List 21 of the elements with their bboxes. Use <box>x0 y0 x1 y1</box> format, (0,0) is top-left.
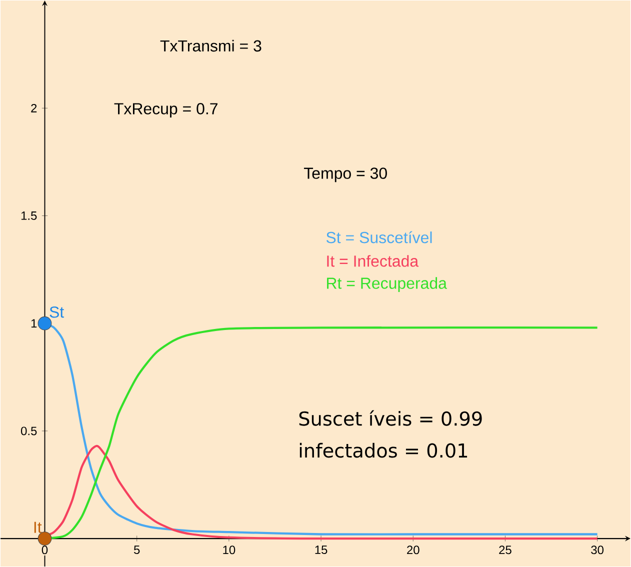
x-tick-label: 20 <box>407 546 420 554</box>
series-label: It <box>34 522 42 533</box>
y-tick-label: 1 <box>31 319 37 328</box>
text: It = Infectada <box>327 255 419 267</box>
x-tick-label: 0 <box>42 546 48 554</box>
x-tick-label: 30 <box>591 546 604 554</box>
annotation: TxTransmi = 3 <box>160 40 262 52</box>
text: St = Suscetível <box>326 231 432 244</box>
annotation: Suscet íveis = 0.99 <box>299 410 482 426</box>
y-tick-label: 0.5 <box>20 426 37 436</box>
text: Rt = Recuperada <box>327 277 447 292</box>
x-tick-label: 25 <box>499 546 512 554</box>
x-tick-label: 5 <box>134 546 140 554</box>
annotation: TxRecup = 0.7 <box>114 103 218 118</box>
y-tick-label: 1.5 <box>21 212 37 220</box>
annotation: Tempo = 30 <box>304 168 387 182</box>
x-tick-label: 10 <box>223 546 236 554</box>
y-tick-label: 2 <box>31 104 37 112</box>
x-tick-label: 15 <box>315 546 328 554</box>
annotation: infectados = 0.01 <box>300 442 468 458</box>
series-label: St <box>50 306 64 318</box>
